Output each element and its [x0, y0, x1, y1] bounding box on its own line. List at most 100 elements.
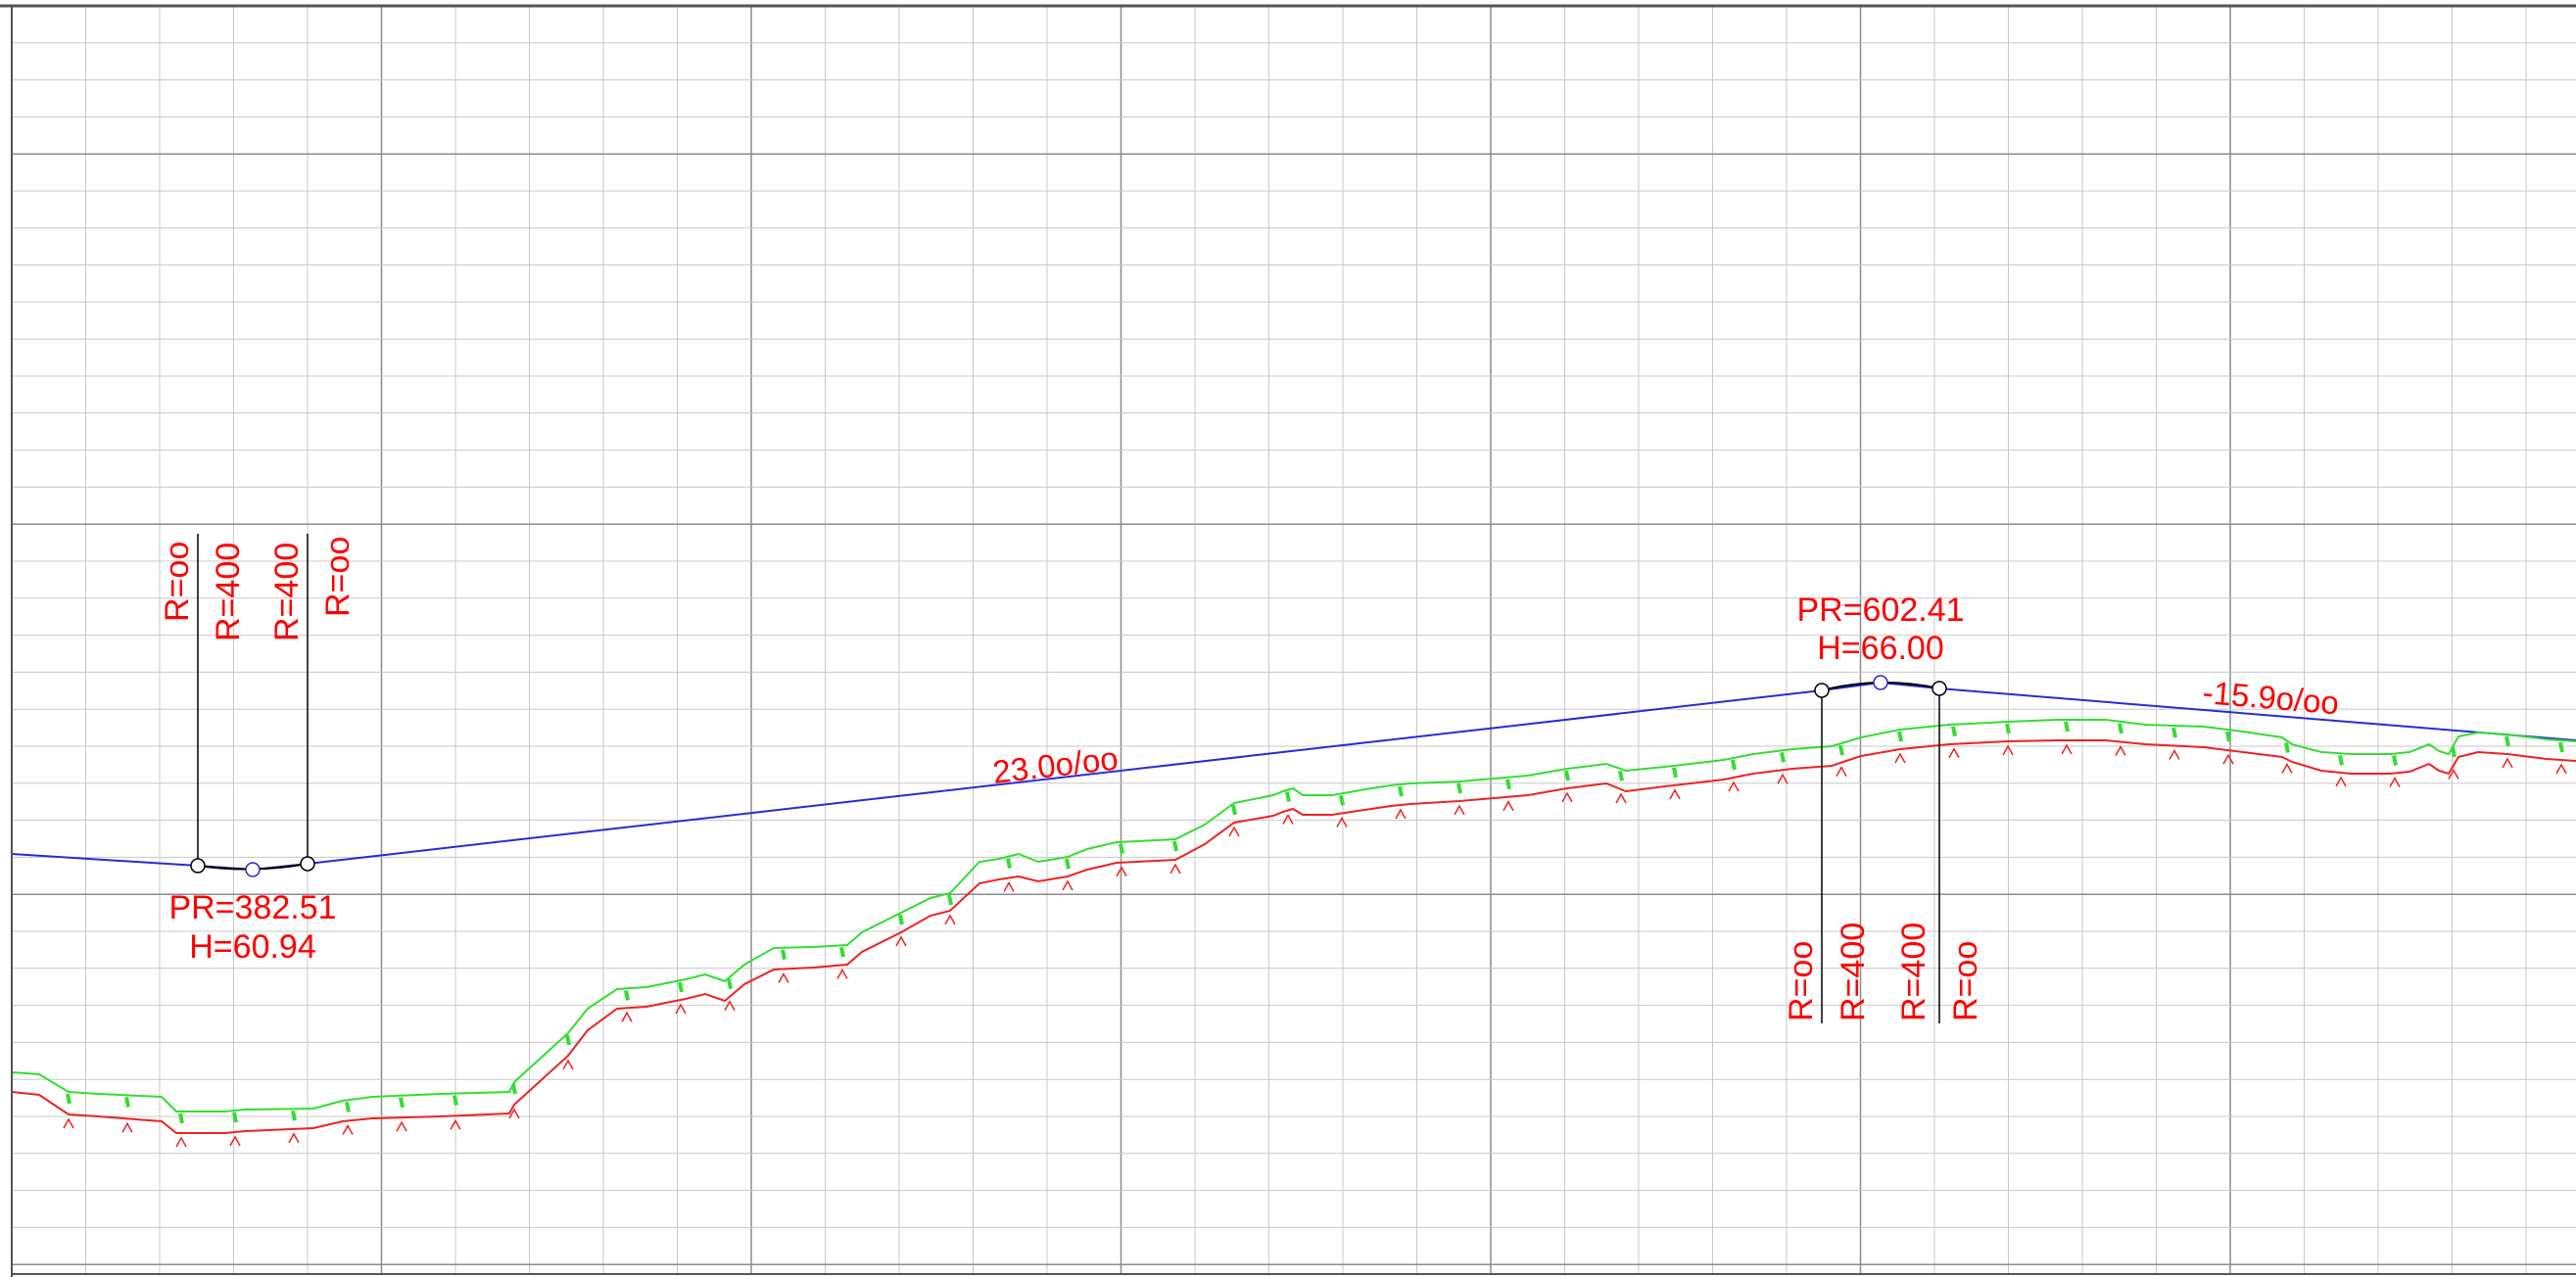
terrain-lower-mark: [2002, 744, 2014, 756]
terrain-upper-mark: [1339, 794, 1345, 806]
terrain-marks: [63, 721, 2567, 1148]
terrain-lower-mark: [288, 1132, 300, 1144]
terrain-lower-mark: [508, 1108, 520, 1119]
terrain-lower-mark: [1836, 766, 1847, 778]
terrain-upper-mark: [781, 949, 787, 961]
terrain-upper-mark: [2451, 746, 2457, 758]
terrain-lower-mark: [1169, 863, 1181, 875]
terrain-upper-mark: [124, 1096, 130, 1108]
crest-tangent-point-2: [1932, 681, 1947, 696]
terrain-upper-mark: [453, 1095, 458, 1106]
sag-tangent-point-2: [300, 856, 315, 872]
terrain-lower-mark: [2502, 757, 2513, 769]
terrain-lower-mark: [63, 1117, 74, 1129]
terrain-lower-mark: [229, 1135, 241, 1147]
terrain-lower-mark: [621, 1011, 633, 1022]
terrain-lower-mark: [895, 935, 907, 947]
terrain-lower-mark: [1561, 791, 1573, 803]
terrain-lower-mark: [724, 1000, 736, 1012]
terrain-upper-mark: [178, 1112, 184, 1124]
terrain-lower-mark: [1669, 788, 1681, 800]
sag-radius-label-1: R=oo: [159, 542, 196, 622]
terrain-upper-mark: [1780, 751, 1786, 763]
terrain-upper-mark: [898, 914, 904, 925]
terrain-lower-mark: [1894, 752, 1906, 764]
terrain-upper-mark: [1231, 804, 1237, 816]
terrain-upper-mark: [1119, 843, 1124, 855]
terrain-upper-mark: [2558, 741, 2564, 753]
terrain-lower-mark: [1228, 826, 1240, 837]
terrain-lower-mark: [1777, 773, 1789, 784]
terrain-lower-mark: [1395, 808, 1407, 820]
terrain-lower-mark: [944, 914, 956, 925]
terrain-upper-mark: [2005, 723, 2011, 734]
terrain-lower-mark: [2389, 776, 2401, 787]
terrain-lower-mark: [175, 1136, 187, 1148]
terrain-lower-mark: [1948, 747, 1960, 759]
sag-radius-label-3: R=400: [268, 543, 306, 641]
terrain-upper-mark: [1564, 770, 1570, 781]
terrain-lower-mark: [2222, 753, 2234, 765]
terrain-upper-mark: [1897, 731, 1903, 742]
terrain-upper-mark: [2171, 727, 2177, 738]
terrain-lower-mark: [1728, 780, 1740, 792]
grid: [12, 6, 2576, 1274]
terrain-lower-mark: [562, 1059, 574, 1070]
terrain-lower-mark: [2061, 743, 2073, 755]
terrain-lower-mark: [778, 971, 789, 983]
terrain-lower-mark: [450, 1118, 461, 1130]
terrain-upper-mark: [2392, 755, 2398, 766]
terrain-upper-mark: [1731, 759, 1737, 771]
terrain-lower-mark: [2169, 748, 2180, 760]
terrain-upper-mark: [399, 1097, 405, 1109]
crest-radius-label-3: R=400: [1895, 922, 1932, 1021]
terrain-lower-mark: [1062, 879, 1073, 891]
sag-vertex-point: [245, 862, 261, 877]
terrain-lower-mark: [1454, 804, 1465, 816]
terrain-upper-mark: [727, 978, 733, 990]
terrain-lower-mark: [396, 1120, 407, 1132]
terrain-upper-mark: [1505, 779, 1511, 790]
terrain-upper-mark: [291, 1110, 297, 1121]
terrain-lower-mark: [2281, 762, 2293, 774]
terrain-lower-mark: [1503, 800, 1514, 812]
terrain-lower-mark: [2555, 763, 2567, 775]
crest-radius-label-2: R=400: [1835, 922, 1872, 1021]
terrain-lower-mark: [2448, 768, 2459, 780]
crest-vertex-point: [1873, 675, 1888, 690]
terrain-upper-mark: [2504, 735, 2510, 747]
terrain-upper-mark: [1951, 726, 1957, 737]
crest-h-label: H=66.00: [1817, 630, 1944, 667]
terrain-upper-mark: [1065, 858, 1071, 870]
sag-tangent-point-1: [190, 858, 206, 874]
terrain-lower-mark: [1336, 816, 1348, 828]
terrain-upper-mark: [1006, 858, 1012, 869]
terrain-lower-mark: [121, 1121, 133, 1133]
terrain-lower-mark: [1116, 866, 1127, 877]
terrain-upper-mark: [1285, 791, 1291, 802]
terrain-upper-mark: [565, 1034, 571, 1046]
terrain-upper-mark: [624, 989, 630, 1001]
terrain-upper-mark: [2225, 731, 2231, 742]
sag-pr-label: PR=382.51: [168, 889, 336, 926]
terrain-upper-line: [11, 719, 2576, 1112]
terrain-upper-mark: [232, 1111, 238, 1123]
terrain-upper-mark: [839, 946, 845, 958]
sag-radius-label-4: R=oo: [319, 537, 357, 617]
terrain-upper-mark: [947, 894, 953, 906]
terrain-upper-mark: [2064, 721, 2070, 733]
terrain-upper-mark: [2118, 723, 2123, 734]
terrain-lower-mark: [2115, 744, 2126, 756]
terrain-upper-mark: [1838, 744, 1844, 756]
terrain-upper-mark: [1618, 770, 1624, 781]
terrain-upper-mark: [678, 981, 684, 993]
terrain-lower-mark: [2335, 776, 2347, 787]
terrain-upper-mark: [1398, 785, 1404, 797]
terrain-lower-mark: [1003, 880, 1015, 892]
crest-pr-label: PR=602.41: [1796, 591, 1964, 629]
terrain-lower-mark: [1615, 792, 1627, 804]
terrain-upper-mark: [511, 1083, 517, 1095]
crest-tangent-point-1: [1814, 683, 1830, 698]
